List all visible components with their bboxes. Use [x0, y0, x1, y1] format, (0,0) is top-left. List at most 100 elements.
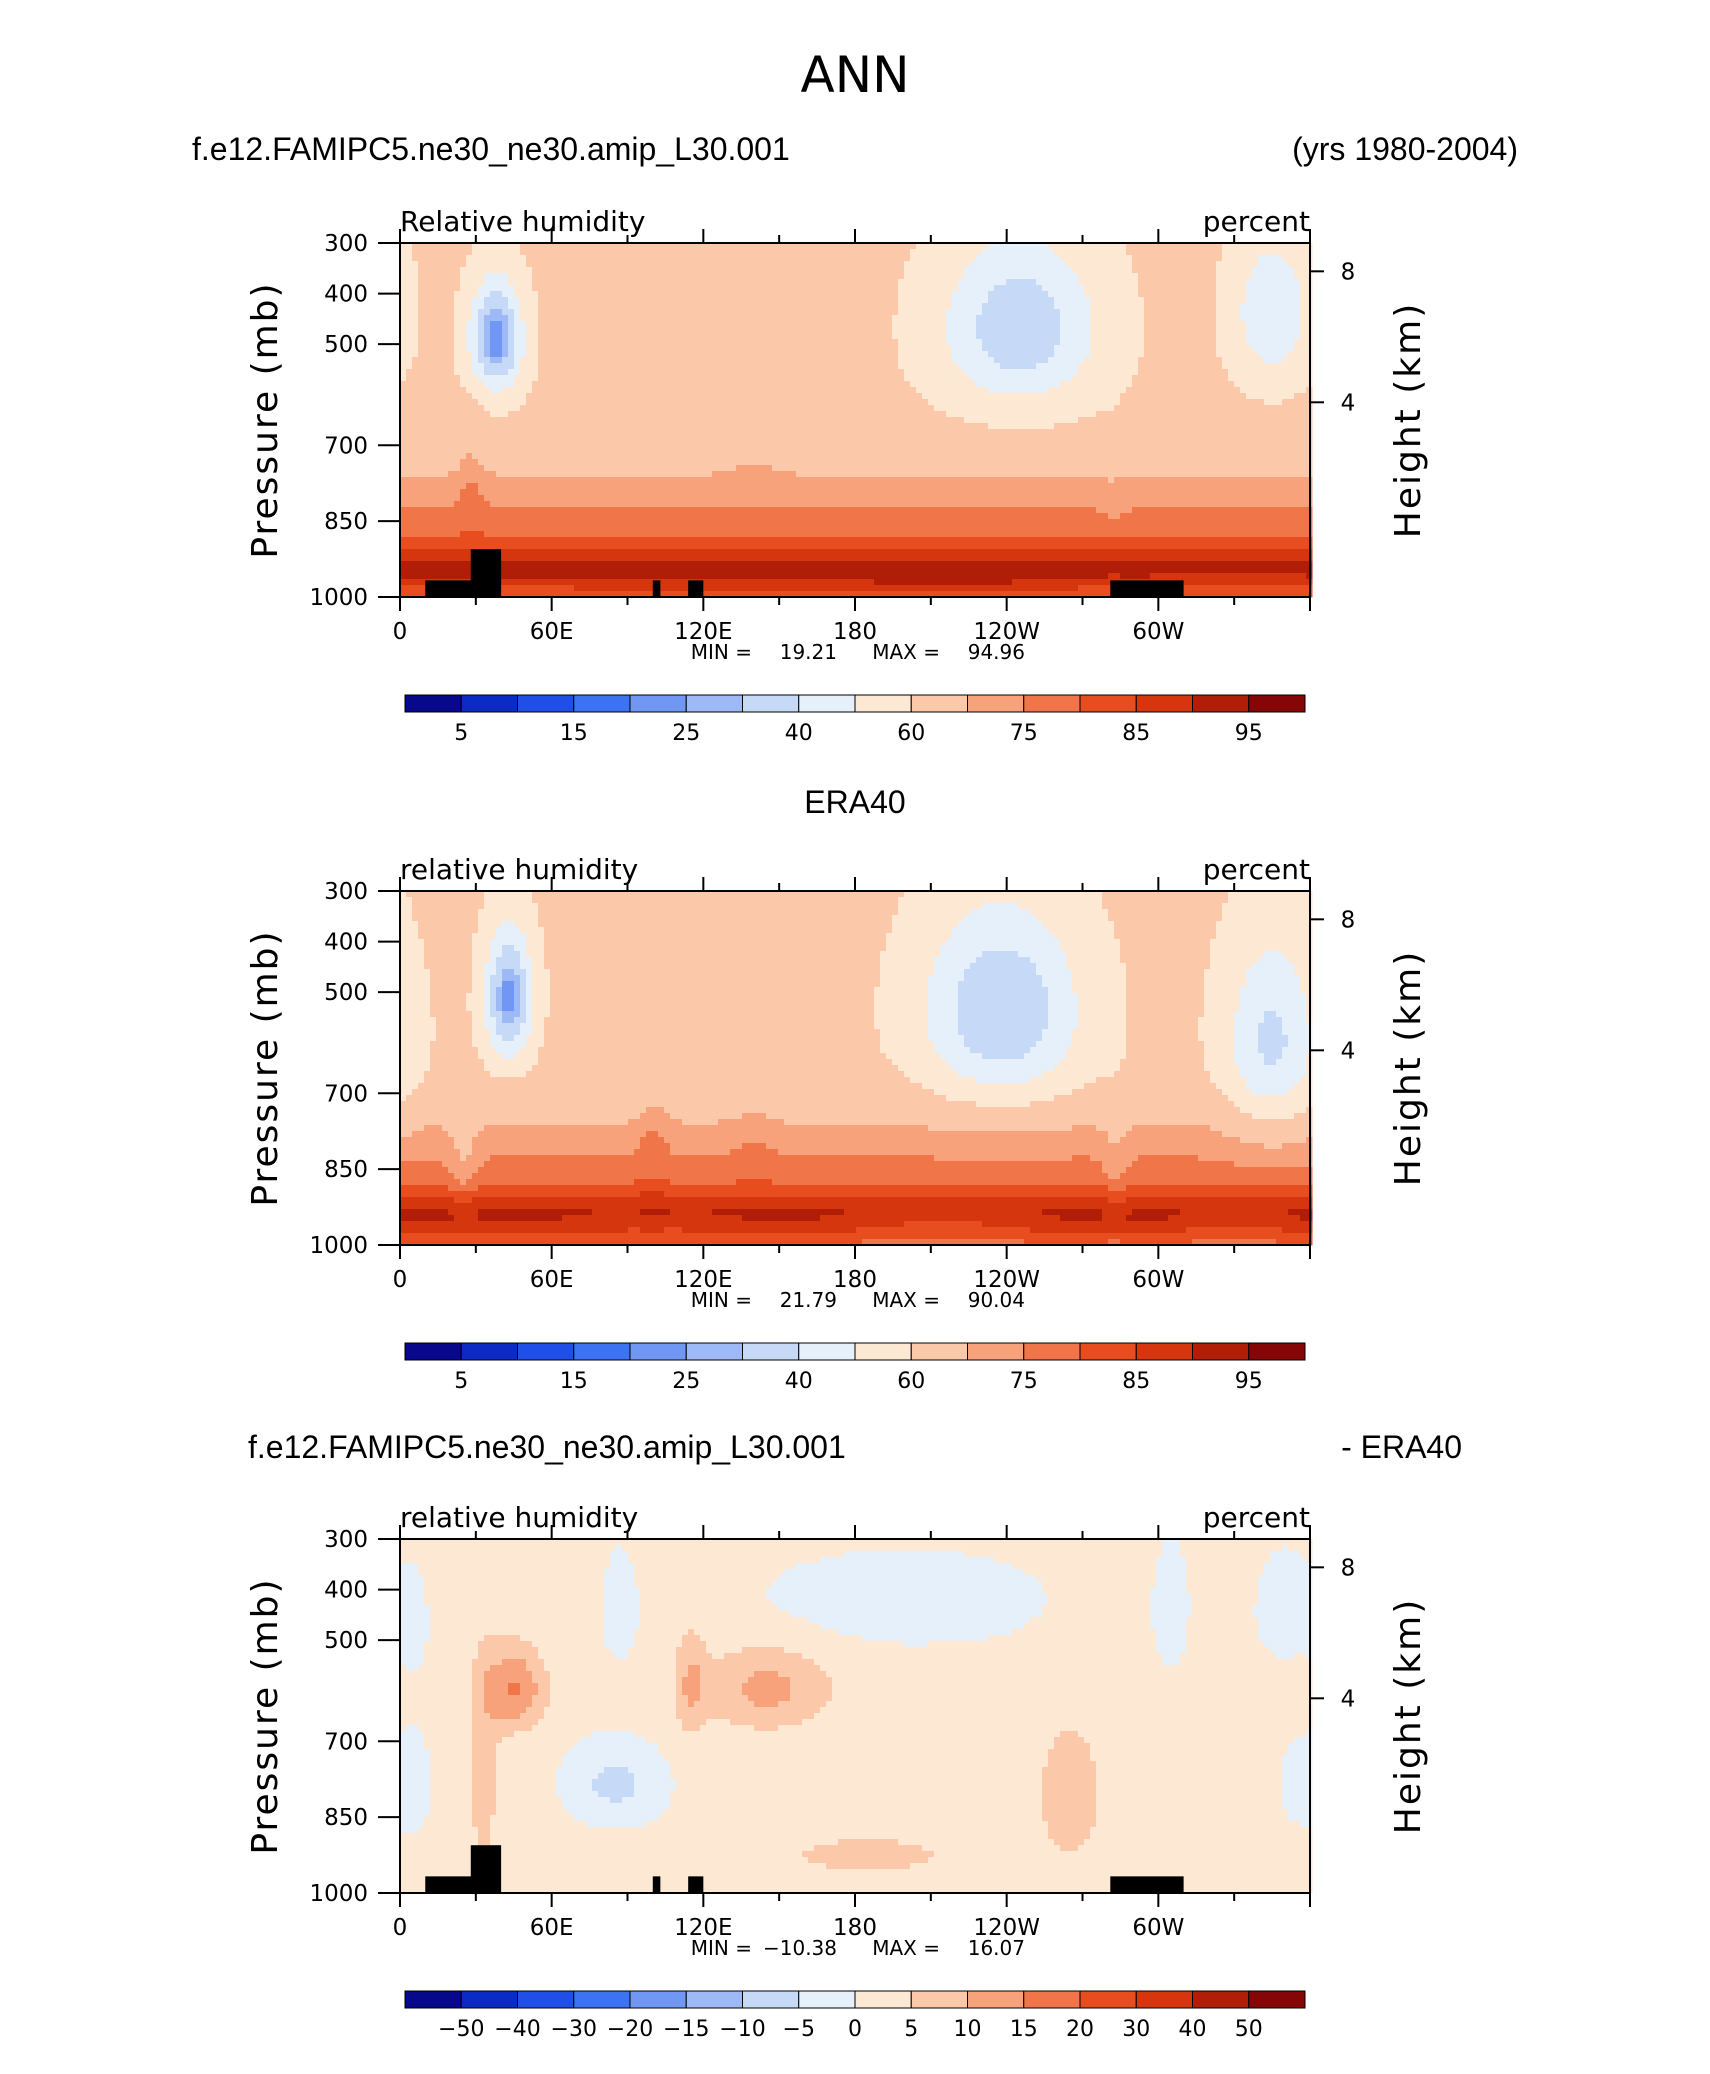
contour-cell [802, 561, 809, 568]
contour-cell [904, 375, 911, 382]
contour-cell [826, 273, 833, 280]
contour-cell [568, 309, 575, 316]
contour-cell [544, 483, 551, 490]
contour-cell [718, 579, 725, 586]
contour-cell [868, 489, 875, 496]
contour-cell [430, 351, 437, 358]
contour-cell [550, 477, 557, 484]
contour-cell [730, 489, 737, 496]
contour-cell [580, 537, 587, 544]
contour-cell [778, 297, 785, 304]
contour-cell [652, 549, 659, 556]
contour-cell [748, 393, 755, 400]
contour-cell [748, 465, 755, 472]
contour-cell [502, 585, 509, 592]
contour-cell [490, 351, 497, 358]
contour-cell [628, 555, 635, 562]
contour-cell [526, 363, 533, 370]
contour-cell [484, 447, 491, 454]
contour-cell [694, 417, 701, 424]
contour-cell [880, 573, 887, 580]
contour-cell [634, 363, 641, 370]
contour-cell [742, 429, 749, 436]
contour-cell [502, 525, 509, 532]
contour-cell [682, 477, 689, 484]
contour-cell [760, 279, 767, 286]
contour-cell [748, 519, 755, 526]
contour-cell [748, 591, 755, 598]
contour-cell [442, 375, 449, 382]
contour-cell [574, 501, 581, 508]
contour-cell [754, 483, 761, 490]
contour-cell [766, 417, 773, 424]
contour-cell [658, 363, 665, 370]
contour-cell [640, 327, 647, 334]
contour-cell [418, 291, 425, 298]
contour-cell [820, 369, 827, 376]
contour-cell [538, 477, 545, 484]
contour-cell [802, 279, 809, 286]
contour-cell [844, 261, 851, 268]
contour-cell [616, 567, 623, 574]
contour-cell [574, 285, 581, 292]
contour-cell [448, 249, 455, 256]
contour-cell [580, 441, 587, 448]
contour-cell [784, 249, 791, 256]
contour-cell [754, 591, 761, 598]
contour-cell [616, 591, 623, 598]
contour-cell [574, 507, 581, 514]
contour-cell [892, 411, 899, 418]
contour-cell [718, 441, 725, 448]
contour-cell [616, 243, 623, 250]
contour-cell [778, 561, 785, 568]
contour-cell [844, 273, 851, 280]
contour-cell [532, 249, 539, 256]
contour-cell [736, 531, 743, 538]
contour-cell [724, 333, 731, 340]
contour-cell [646, 525, 653, 532]
contour-cell [856, 573, 863, 580]
contour-cell [826, 309, 833, 316]
contour-cell [874, 387, 881, 394]
contour-cell [664, 261, 671, 268]
contour-cell [574, 489, 581, 496]
contour-cell [562, 303, 569, 310]
contour-cell [628, 549, 635, 556]
contour-cell [508, 249, 515, 256]
contour-cell [514, 555, 521, 562]
contour-cell [766, 333, 773, 340]
contour-cell [904, 261, 911, 268]
contour-cell [520, 501, 527, 508]
contour-cell [850, 405, 857, 412]
contour-cell [880, 249, 887, 256]
contour-cell [790, 519, 797, 526]
contour-cell [904, 297, 911, 304]
contour-cell [886, 309, 893, 316]
contour-cell [658, 315, 665, 322]
contour-cell [538, 489, 545, 496]
contour-cell [832, 537, 839, 544]
contour-cell [430, 333, 437, 340]
contour-cell [406, 567, 413, 574]
contour-cell [772, 429, 779, 436]
contour-cell [412, 303, 419, 310]
contour-cell [568, 447, 575, 454]
contour-cell [652, 255, 659, 262]
contour-cell [628, 447, 635, 454]
contour-cell [718, 345, 725, 352]
contour-cell [820, 579, 827, 586]
contour-cell [856, 309, 863, 316]
contour-cell [520, 273, 527, 280]
contour-cell [754, 327, 761, 334]
contour-cell [490, 441, 497, 448]
contour-cell [628, 453, 635, 460]
contour-cell [658, 417, 665, 424]
contour-cell [892, 483, 899, 490]
contour-cell [412, 393, 419, 400]
contour-cell [658, 519, 665, 526]
contour-cell [742, 471, 749, 478]
contour-cell [484, 351, 491, 358]
contour-cell [610, 243, 617, 250]
contour-cell [550, 567, 557, 574]
contour-cell [820, 531, 827, 538]
